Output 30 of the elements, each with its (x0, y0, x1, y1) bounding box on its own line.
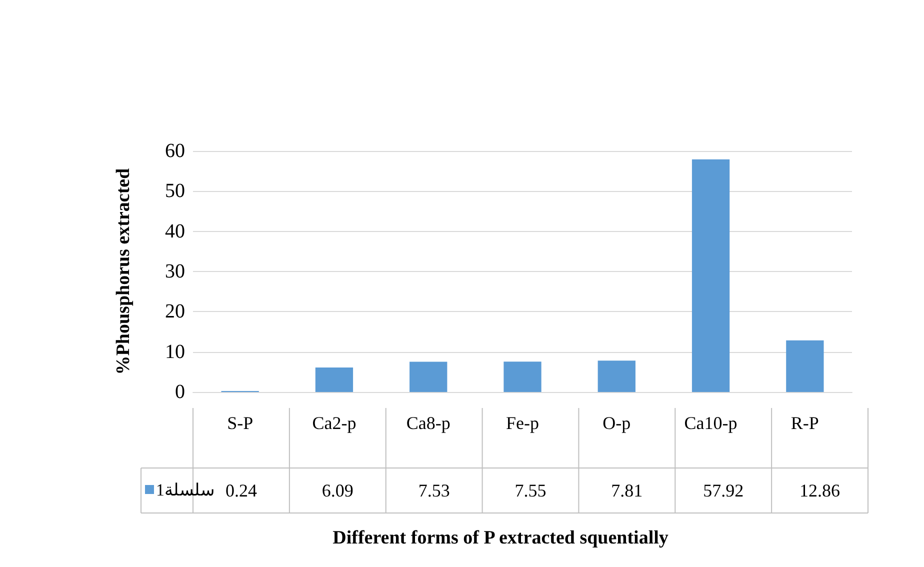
x-tick-label: Ca2-p (312, 413, 356, 433)
data-label: 7.55 (514, 480, 546, 500)
bar (504, 362, 542, 392)
data-label: 7.53 (418, 480, 450, 500)
data-label: 0.24 (225, 480, 257, 500)
bar (692, 159, 730, 392)
data-label: 12.86 (800, 480, 840, 500)
y-tick-label: 20 (165, 300, 185, 323)
data-label: 6.09 (322, 480, 354, 500)
y-tick-label: 40 (165, 220, 185, 242)
bar (598, 360, 636, 392)
x-tick-label: Ca8-p (406, 413, 450, 433)
x-tick-label: S-P (227, 413, 254, 433)
x-tick-label: Fe-p (506, 413, 539, 433)
data-label: 57.92 (703, 480, 744, 500)
x-tick-label: Ca10-p (684, 413, 738, 433)
y-tick-label: 60 (165, 140, 185, 162)
legend-label: سلسلة1 (156, 480, 214, 500)
x-tick-label: R-P (790, 413, 819, 433)
y-tick-label: 10 (165, 340, 185, 363)
y-axis-title: %Phousphorus extracted (113, 168, 134, 375)
bar (315, 368, 354, 392)
y-tick-label: 0 (175, 381, 185, 403)
x-axis-title: Different forms of P extracted squentially (332, 528, 669, 548)
x-tick-label: O-p (602, 413, 631, 433)
data-label: 7.81 (611, 480, 643, 500)
bar (410, 362, 448, 392)
y-tick-label: 30 (165, 260, 185, 282)
bar (786, 340, 824, 392)
y-tick-label: 50 (165, 180, 185, 202)
